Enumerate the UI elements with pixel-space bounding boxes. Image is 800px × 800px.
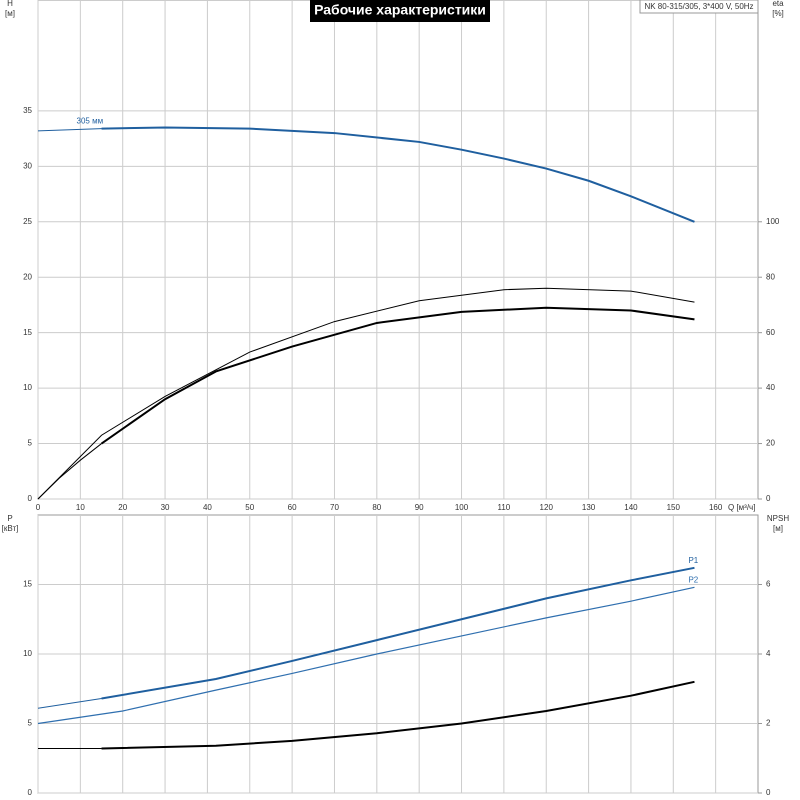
x-tick-label: 150	[667, 503, 681, 512]
x-tick-label: 60	[288, 503, 297, 512]
y2-axis-label: [м]	[773, 524, 783, 533]
y-tick-label: 35	[23, 106, 32, 115]
y-tick-label: 0	[28, 494, 33, 503]
x-tick-label: 120	[540, 503, 554, 512]
y2-tick-label: 40	[766, 383, 775, 392]
y-tick-label: 0	[28, 788, 33, 797]
x-axis-label: Q [м³/ч]	[728, 503, 755, 512]
y2-tick-label: 80	[766, 272, 775, 281]
series-label: 305 мм	[77, 117, 104, 126]
y2-tick-label: 0	[766, 788, 771, 797]
series-line	[37, 443, 102, 500]
y-tick-label: 30	[23, 161, 32, 170]
y2-tick-label: 100	[766, 217, 780, 226]
y-axis-label: H	[7, 0, 13, 8]
y2-axis-label: [%]	[772, 9, 784, 18]
x-tick-label: 80	[372, 503, 381, 512]
note-box	[639, 0, 759, 14]
x-tick-label: 100	[455, 503, 469, 512]
y-tick-label: 20	[23, 272, 32, 281]
series-line	[37, 586, 695, 725]
y-tick-label: 15	[23, 580, 32, 589]
y2-axis-label: eta	[772, 0, 784, 8]
series-line	[101, 680, 695, 750]
title-box	[310, 0, 490, 22]
y-tick-label: 15	[23, 328, 32, 337]
y2-tick-label: 60	[766, 328, 775, 337]
series-label: P1	[688, 556, 698, 565]
y2-tick-label: 0	[766, 494, 771, 503]
y-axis-label: [м]	[5, 9, 15, 18]
y-axis-label: P	[7, 514, 12, 523]
y2-tick-label: 20	[766, 439, 775, 448]
x-tick-label: 40	[203, 503, 212, 512]
y2-tick-label: 6	[766, 580, 771, 589]
x-tick-label: 30	[161, 503, 170, 512]
series-line	[101, 126, 695, 223]
y-tick-label: 10	[23, 649, 32, 658]
note: NK 80-315/305, 3*400 V, 50Hz	[644, 2, 753, 11]
series-line	[101, 566, 695, 700]
x-tick-label: 50	[245, 503, 254, 512]
y-tick-label: 25	[23, 217, 32, 226]
series-line	[37, 128, 102, 132]
y2-axis-label: NPSH	[767, 514, 789, 523]
x-tick-label: 90	[415, 503, 424, 512]
x-tick-label: 130	[582, 503, 596, 512]
series-line	[37, 287, 695, 500]
chart-title: Рабочие характеристики	[314, 2, 486, 18]
y-axis-label: [кВт]	[2, 524, 19, 533]
x-tick-label: 10	[76, 503, 85, 512]
x-tick-label: 140	[624, 503, 638, 512]
series-label: P2	[688, 575, 698, 584]
y2-tick-label: 2	[766, 719, 771, 728]
y-tick-label: 5	[28, 719, 33, 728]
plot-frame	[37, 0, 759, 500]
y-tick-label: 10	[23, 383, 32, 392]
series-line	[37, 697, 102, 709]
series-line	[100, 306, 695, 445]
y-tick-label: 5	[28, 439, 33, 448]
y2-tick-label: 4	[766, 649, 771, 658]
x-tick-label: 20	[118, 503, 127, 512]
x-tick-label: 70	[330, 503, 339, 512]
x-tick-label: 0	[36, 503, 41, 512]
x-tick-label: 160	[709, 503, 723, 512]
x-tick-label: 110	[497, 503, 510, 512]
